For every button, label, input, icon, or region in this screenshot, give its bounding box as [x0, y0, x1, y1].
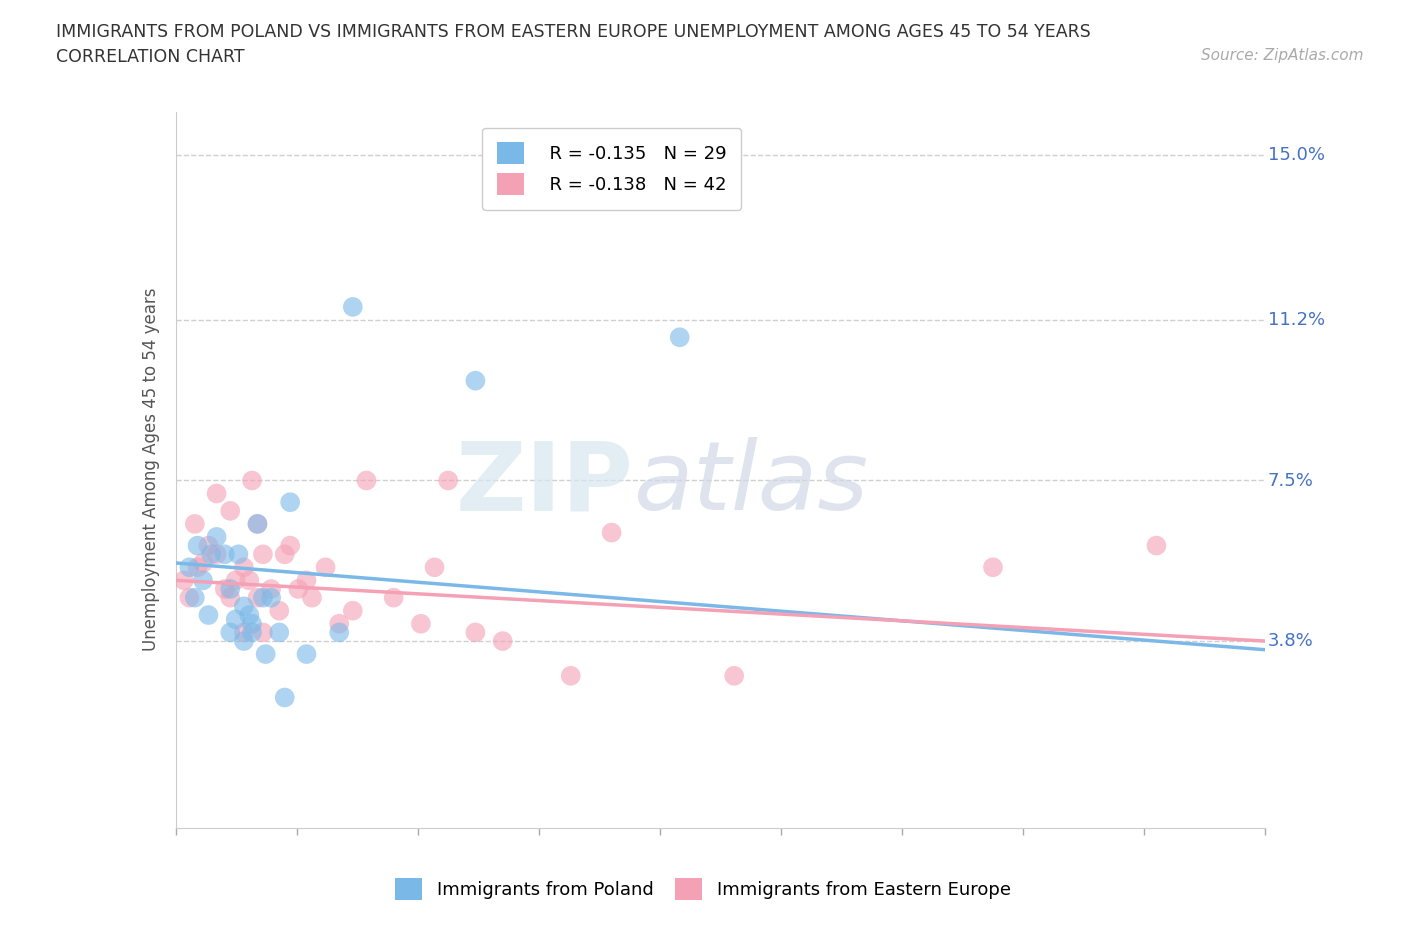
Point [269, 625, 291, 640]
Point [382, 591, 405, 605]
Point [668, 330, 690, 345]
Point [560, 669, 582, 684]
Point [464, 625, 486, 640]
Point [254, 646, 277, 661]
Text: atlas: atlas [633, 437, 869, 530]
Point [274, 690, 297, 705]
Point [232, 560, 254, 575]
Point [228, 547, 250, 562]
Point [274, 547, 297, 562]
Point [225, 573, 247, 588]
Point [423, 560, 446, 575]
Text: 15.0%: 15.0% [1268, 146, 1324, 164]
Point [205, 486, 228, 501]
Point [464, 373, 486, 388]
Text: CORRELATION CHART: CORRELATION CHART [56, 48, 245, 66]
Point [191, 573, 214, 588]
Point [342, 299, 364, 314]
Point [205, 529, 228, 544]
Point [981, 560, 1004, 575]
Point [225, 612, 247, 627]
Point [240, 617, 263, 631]
Point [186, 538, 209, 553]
Point [723, 669, 745, 684]
Legend: Immigrants from Poland, Immigrants from Eastern Europe: Immigrants from Poland, Immigrants from … [388, 870, 1018, 907]
Point [295, 646, 318, 661]
Point [278, 538, 301, 553]
Point [197, 538, 219, 553]
Point [214, 581, 236, 596]
Point [295, 573, 318, 588]
Point [219, 503, 242, 518]
Text: IMMIGRANTS FROM POLAND VS IMMIGRANTS FROM EASTERN EUROPE UNEMPLOYMENT AMONG AGES: IMMIGRANTS FROM POLAND VS IMMIGRANTS FRO… [56, 23, 1091, 41]
Point [437, 473, 460, 488]
Point [219, 581, 242, 596]
Point [409, 617, 432, 631]
Point [1144, 538, 1167, 553]
Point [240, 473, 263, 488]
Point [252, 625, 274, 640]
Point [219, 591, 242, 605]
Point [492, 633, 515, 648]
Text: ZIP: ZIP [456, 437, 633, 530]
Point [232, 633, 254, 648]
Point [184, 591, 207, 605]
Point [173, 573, 195, 588]
Point [287, 581, 309, 596]
Point [260, 591, 283, 605]
Point [200, 547, 222, 562]
Text: 11.2%: 11.2% [1268, 311, 1324, 329]
Text: Source: ZipAtlas.com: Source: ZipAtlas.com [1201, 48, 1364, 63]
Point [315, 560, 337, 575]
Point [238, 573, 260, 588]
Point [600, 525, 623, 540]
Point [184, 516, 207, 531]
Point [252, 547, 274, 562]
Point [197, 607, 219, 622]
Point [240, 625, 263, 640]
Legend:   R = -0.135   N = 29,   R = -0.138   N = 42: R = -0.135 N = 29, R = -0.138 N = 42 [482, 127, 741, 210]
Y-axis label: Unemployment Among Ages 45 to 54 years: Unemployment Among Ages 45 to 54 years [142, 288, 160, 651]
Point [214, 547, 236, 562]
Point [301, 591, 323, 605]
Point [179, 591, 201, 605]
Point [186, 560, 209, 575]
Point [246, 516, 269, 531]
Point [238, 607, 260, 622]
Point [260, 581, 283, 596]
Point [179, 560, 201, 575]
Text: 3.8%: 3.8% [1268, 632, 1313, 650]
Point [356, 473, 378, 488]
Point [219, 625, 242, 640]
Point [191, 555, 214, 570]
Point [232, 625, 254, 640]
Point [252, 591, 274, 605]
Point [246, 516, 269, 531]
Point [246, 591, 269, 605]
Point [269, 604, 291, 618]
Point [342, 604, 364, 618]
Point [232, 599, 254, 614]
Point [328, 617, 350, 631]
Text: 7.5%: 7.5% [1268, 472, 1313, 489]
Point [278, 495, 301, 510]
Point [328, 625, 350, 640]
Point [205, 547, 228, 562]
